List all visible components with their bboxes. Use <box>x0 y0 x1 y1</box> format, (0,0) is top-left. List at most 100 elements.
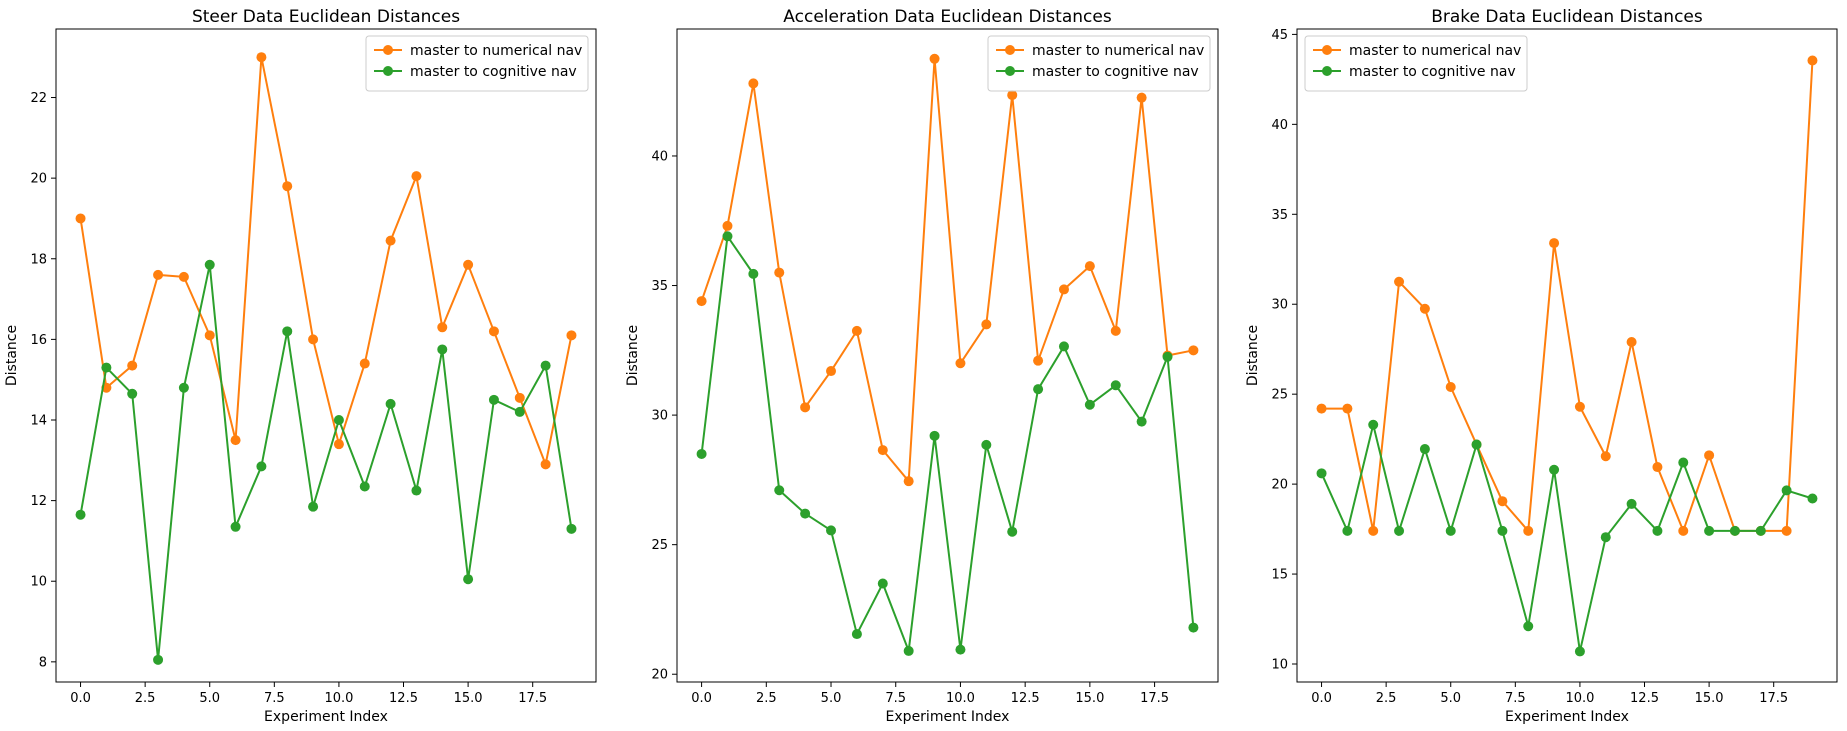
legend: master to numerical nav master to cogniti… <box>1304 35 1528 92</box>
data-point <box>1084 261 1095 272</box>
data-point <box>748 78 759 89</box>
legend: master to numerical nav master to cogniti… <box>987 35 1211 92</box>
data-point <box>800 402 811 413</box>
data-point <box>385 398 396 409</box>
chart-panel-3: 0.0 2.5 5.0 7.5 10.0 12.5 15.0 17.5 10 15 20 25 30 35… <box>1245 7 1838 725</box>
x-tick-label: 0.0 <box>691 691 712 706</box>
legend-box <box>1304 35 1528 92</box>
axes-frame <box>55 28 597 683</box>
y-tick-label: 25 <box>1271 388 1288 403</box>
data-point <box>929 53 940 64</box>
data-point <box>1652 525 1663 536</box>
y-tick-label: 15 <box>1271 568 1288 583</box>
data-point <box>1600 532 1611 543</box>
data-point <box>566 523 577 534</box>
data-point <box>1755 525 1766 536</box>
data-point <box>308 501 319 512</box>
x-tick-label: 2.5 <box>756 691 777 706</box>
x-tick-label: 10.0 <box>1565 691 1594 706</box>
x-tick-label: 17.5 <box>518 691 547 706</box>
data-point <box>774 485 785 496</box>
plot-area <box>677 29 1218 682</box>
x-tick-label: 0.0 <box>70 691 91 706</box>
y-tick-label: 25 <box>651 538 668 553</box>
data-point <box>1368 525 1379 536</box>
legend-label: master to cognitive nav <box>1032 64 1199 80</box>
data-point <box>1704 450 1715 461</box>
x-tick-label: 15.0 <box>1075 691 1104 706</box>
x-axis-label: Experiment Index <box>1505 709 1629 725</box>
data-point <box>359 481 370 492</box>
data-point <box>411 171 422 182</box>
data-point <box>1678 457 1689 468</box>
legend-box <box>987 35 1211 92</box>
data-point <box>1394 276 1405 287</box>
data-point <box>1781 525 1792 536</box>
data-point <box>540 360 551 371</box>
x-tick-label: 12.5 <box>1630 691 1659 706</box>
y-tick-label: 8 <box>39 655 47 670</box>
y-axis-label: Distance <box>1245 325 1261 386</box>
data-point <box>1523 621 1534 632</box>
x-tick-label: 5.0 <box>1440 691 1461 706</box>
data-point <box>1626 337 1637 348</box>
y-tick-label: 10 <box>1271 658 1288 673</box>
x-tick-label: 15.0 <box>454 691 483 706</box>
data-point <box>1162 351 1173 362</box>
legend-marker <box>383 45 393 55</box>
data-point <box>877 445 888 456</box>
legend-marker <box>1005 45 1015 55</box>
data-point <box>204 259 215 270</box>
x-tick-label: 10.0 <box>946 691 975 706</box>
plot-area <box>1297 29 1837 682</box>
data-point <box>696 296 707 307</box>
y-tick-label: 45 <box>1271 28 1288 43</box>
x-axis-label: Experiment Index <box>264 709 388 725</box>
data-point <box>153 269 164 280</box>
data-point <box>1110 380 1121 391</box>
data-point <box>1471 439 1482 450</box>
data-point <box>1316 403 1327 414</box>
x-tick-label: 2.5 <box>135 691 156 706</box>
x-axis-label: Experiment Index <box>886 709 1010 725</box>
y-tick-label: 40 <box>651 149 668 164</box>
legend-label: master to cognitive nav <box>410 64 577 80</box>
legend-marker <box>1005 66 1015 76</box>
data-point <box>851 629 862 640</box>
data-point <box>1007 90 1018 101</box>
axes-frame <box>1296 28 1838 683</box>
data-point <box>955 644 966 655</box>
y-axis-label: Distance <box>625 325 641 386</box>
y-tick-label: 30 <box>651 409 668 424</box>
data-point <box>333 414 344 425</box>
data-point <box>1033 384 1044 395</box>
data-point <box>1394 525 1405 536</box>
axes-frame <box>676 28 1219 683</box>
y-tick-label: 35 <box>1271 208 1288 223</box>
data-point <box>463 259 474 270</box>
data-point <box>256 461 267 472</box>
data-point <box>1704 525 1715 536</box>
data-point <box>1807 55 1818 66</box>
data-point <box>204 330 215 341</box>
data-point <box>1445 525 1456 536</box>
data-point <box>1188 622 1199 633</box>
data-point <box>722 220 733 231</box>
data-point <box>851 325 862 336</box>
data-point <box>1497 525 1508 536</box>
data-point <box>1136 416 1147 427</box>
data-point <box>1136 92 1147 103</box>
data-point <box>981 319 992 330</box>
data-point <box>1574 646 1585 657</box>
y-tick-label: 35 <box>651 279 668 294</box>
x-tick-label: 12.5 <box>1011 691 1040 706</box>
data-point <box>1342 403 1353 414</box>
legend-label: master to numerical nav <box>1349 43 1521 59</box>
x-tick-label: 7.5 <box>885 691 906 706</box>
x-tick-label: 2.5 <box>1376 691 1397 706</box>
y-tick-label: 12 <box>30 494 47 509</box>
data-point <box>1316 468 1327 479</box>
data-point <box>903 645 914 656</box>
x-tick-label: 5.0 <box>199 691 220 706</box>
